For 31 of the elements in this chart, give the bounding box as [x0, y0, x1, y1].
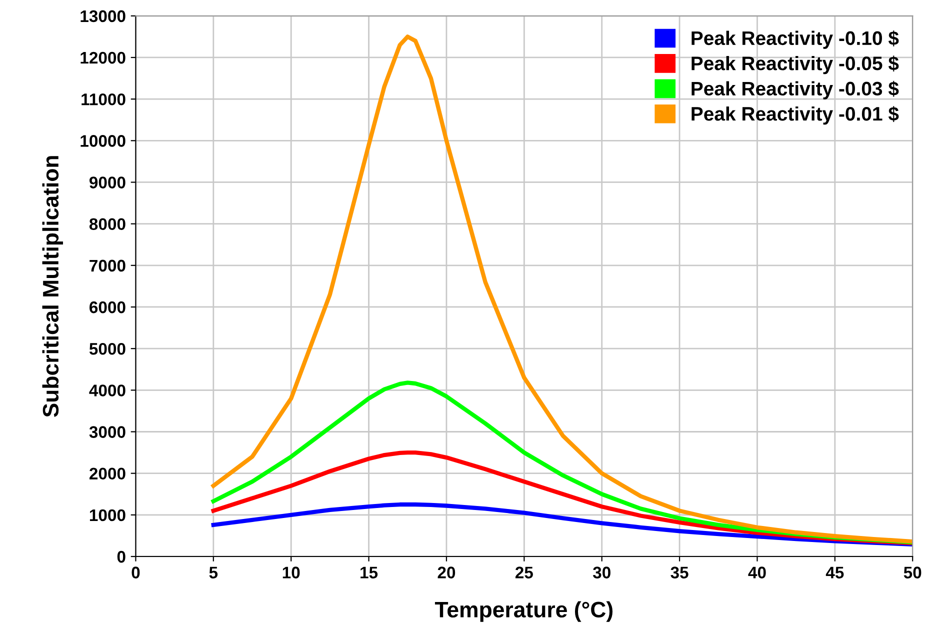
y-tick-label: 1000	[90, 509, 126, 522]
y-tick-label: 4000	[89, 384, 126, 396]
x-tick-label: 50	[904, 566, 922, 578]
x-tick-label: 5	[209, 566, 218, 578]
x-tick-label: 45	[826, 566, 844, 578]
x-tick-label: 25	[515, 566, 533, 578]
y-tick-label: 3000	[89, 426, 126, 438]
y-tick-label: 8000	[89, 218, 126, 230]
y-axis-title: Subcritical Multiplication	[42, 156, 63, 418]
legend-label: Peak Reactivity -0.05 $	[692, 56, 899, 74]
x-tick-label: 10	[282, 566, 300, 578]
x-axis-title: Temperature (°C)	[434, 601, 612, 622]
y-tick-label: 2000	[90, 468, 126, 480]
y-tick-label: 7000	[90, 260, 126, 272]
legend-label: Peak Reactivity -0.10 $	[692, 30, 899, 49]
legend-label: Peak Reactivity -0.03 $	[692, 80, 899, 100]
x-tick-label: 20	[438, 566, 456, 578]
x-tick-label: 40	[748, 566, 766, 578]
legend-label: Peak Reactivity -0.01 $	[692, 106, 899, 125]
y-tick-label: 10000	[80, 135, 126, 147]
y-tick-label: 12000	[80, 52, 126, 64]
y-tick-label: 9000	[90, 176, 126, 188]
y-tick-label: 6000	[90, 301, 126, 314]
x-tick-label: 0	[132, 566, 140, 578]
x-tick-label: 15	[360, 566, 378, 578]
y-tick-label: 5000	[89, 342, 126, 355]
y-tick-label: 0	[117, 550, 126, 563]
x-tick-label: 35	[670, 566, 688, 578]
y-tick-label: 13000	[80, 10, 126, 22]
x-tick-label: 30	[592, 566, 610, 578]
y-tick-label: 11000	[82, 93, 126, 106]
